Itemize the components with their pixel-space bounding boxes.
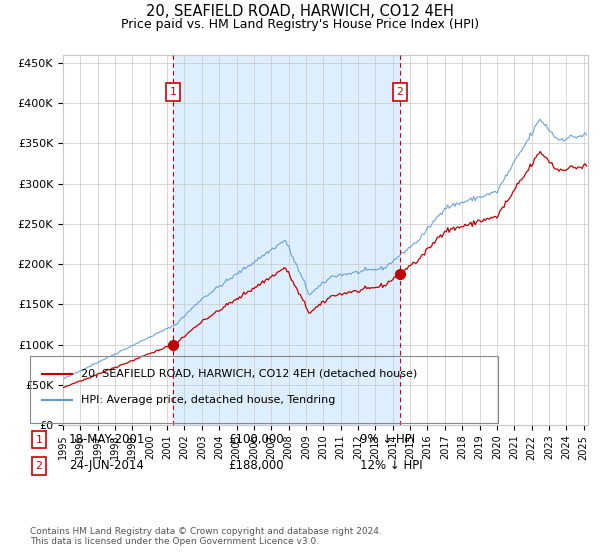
Text: HPI: Average price, detached house, Tendring: HPI: Average price, detached house, Tend… [81,395,335,405]
Text: 24-JUN-2014: 24-JUN-2014 [69,459,144,473]
Bar [173,55,400,425]
Text: 2: 2 [35,461,43,471]
Text: 12% ↓ HPI: 12% ↓ HPI [360,459,422,473]
Text: 1: 1 [35,435,43,445]
Text: 20, SEAFIELD ROAD, HARWICH, CO12 4EH (detached house): 20, SEAFIELD ROAD, HARWICH, CO12 4EH (de… [81,368,417,379]
Text: 20, SEAFIELD ROAD, HARWICH, CO12 4EH: 20, SEAFIELD ROAD, HARWICH, CO12 4EH [146,4,454,19]
Text: £100,000: £100,000 [228,433,284,446]
Text: 9% ↓ HPI: 9% ↓ HPI [360,433,415,446]
Text: £188,000: £188,000 [228,459,284,473]
Text: Contains HM Land Registry data © Crown copyright and database right 2024.
This d: Contains HM Land Registry data © Crown c… [30,526,382,546]
Text: 2: 2 [397,87,403,97]
Text: Price paid vs. HM Land Registry's House Price Index (HPI): Price paid vs. HM Land Registry's House … [121,18,479,31]
Text: 1: 1 [170,87,176,97]
Text: 18-MAY-2001: 18-MAY-2001 [69,433,145,446]
